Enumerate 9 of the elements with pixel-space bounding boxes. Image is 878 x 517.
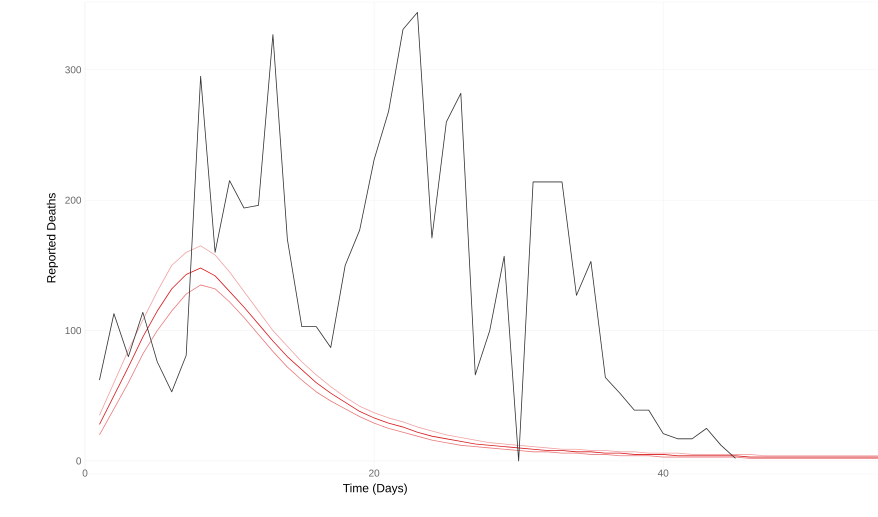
x-tick-label: 20: [369, 470, 380, 477]
y-tick-label: 100: [66, 327, 82, 334]
y-tick-label: 300: [65, 66, 82, 74]
x-tick-label: 40: [658, 470, 668, 477]
y-tick-label: 0: [76, 457, 82, 464]
x-tick-label: 0: [82, 470, 88, 477]
y-axis-title: Reported Deaths: [46, 193, 58, 282]
x-axis-title: Time (Days): [343, 484, 407, 495]
y-tick-label: 200: [65, 196, 82, 204]
